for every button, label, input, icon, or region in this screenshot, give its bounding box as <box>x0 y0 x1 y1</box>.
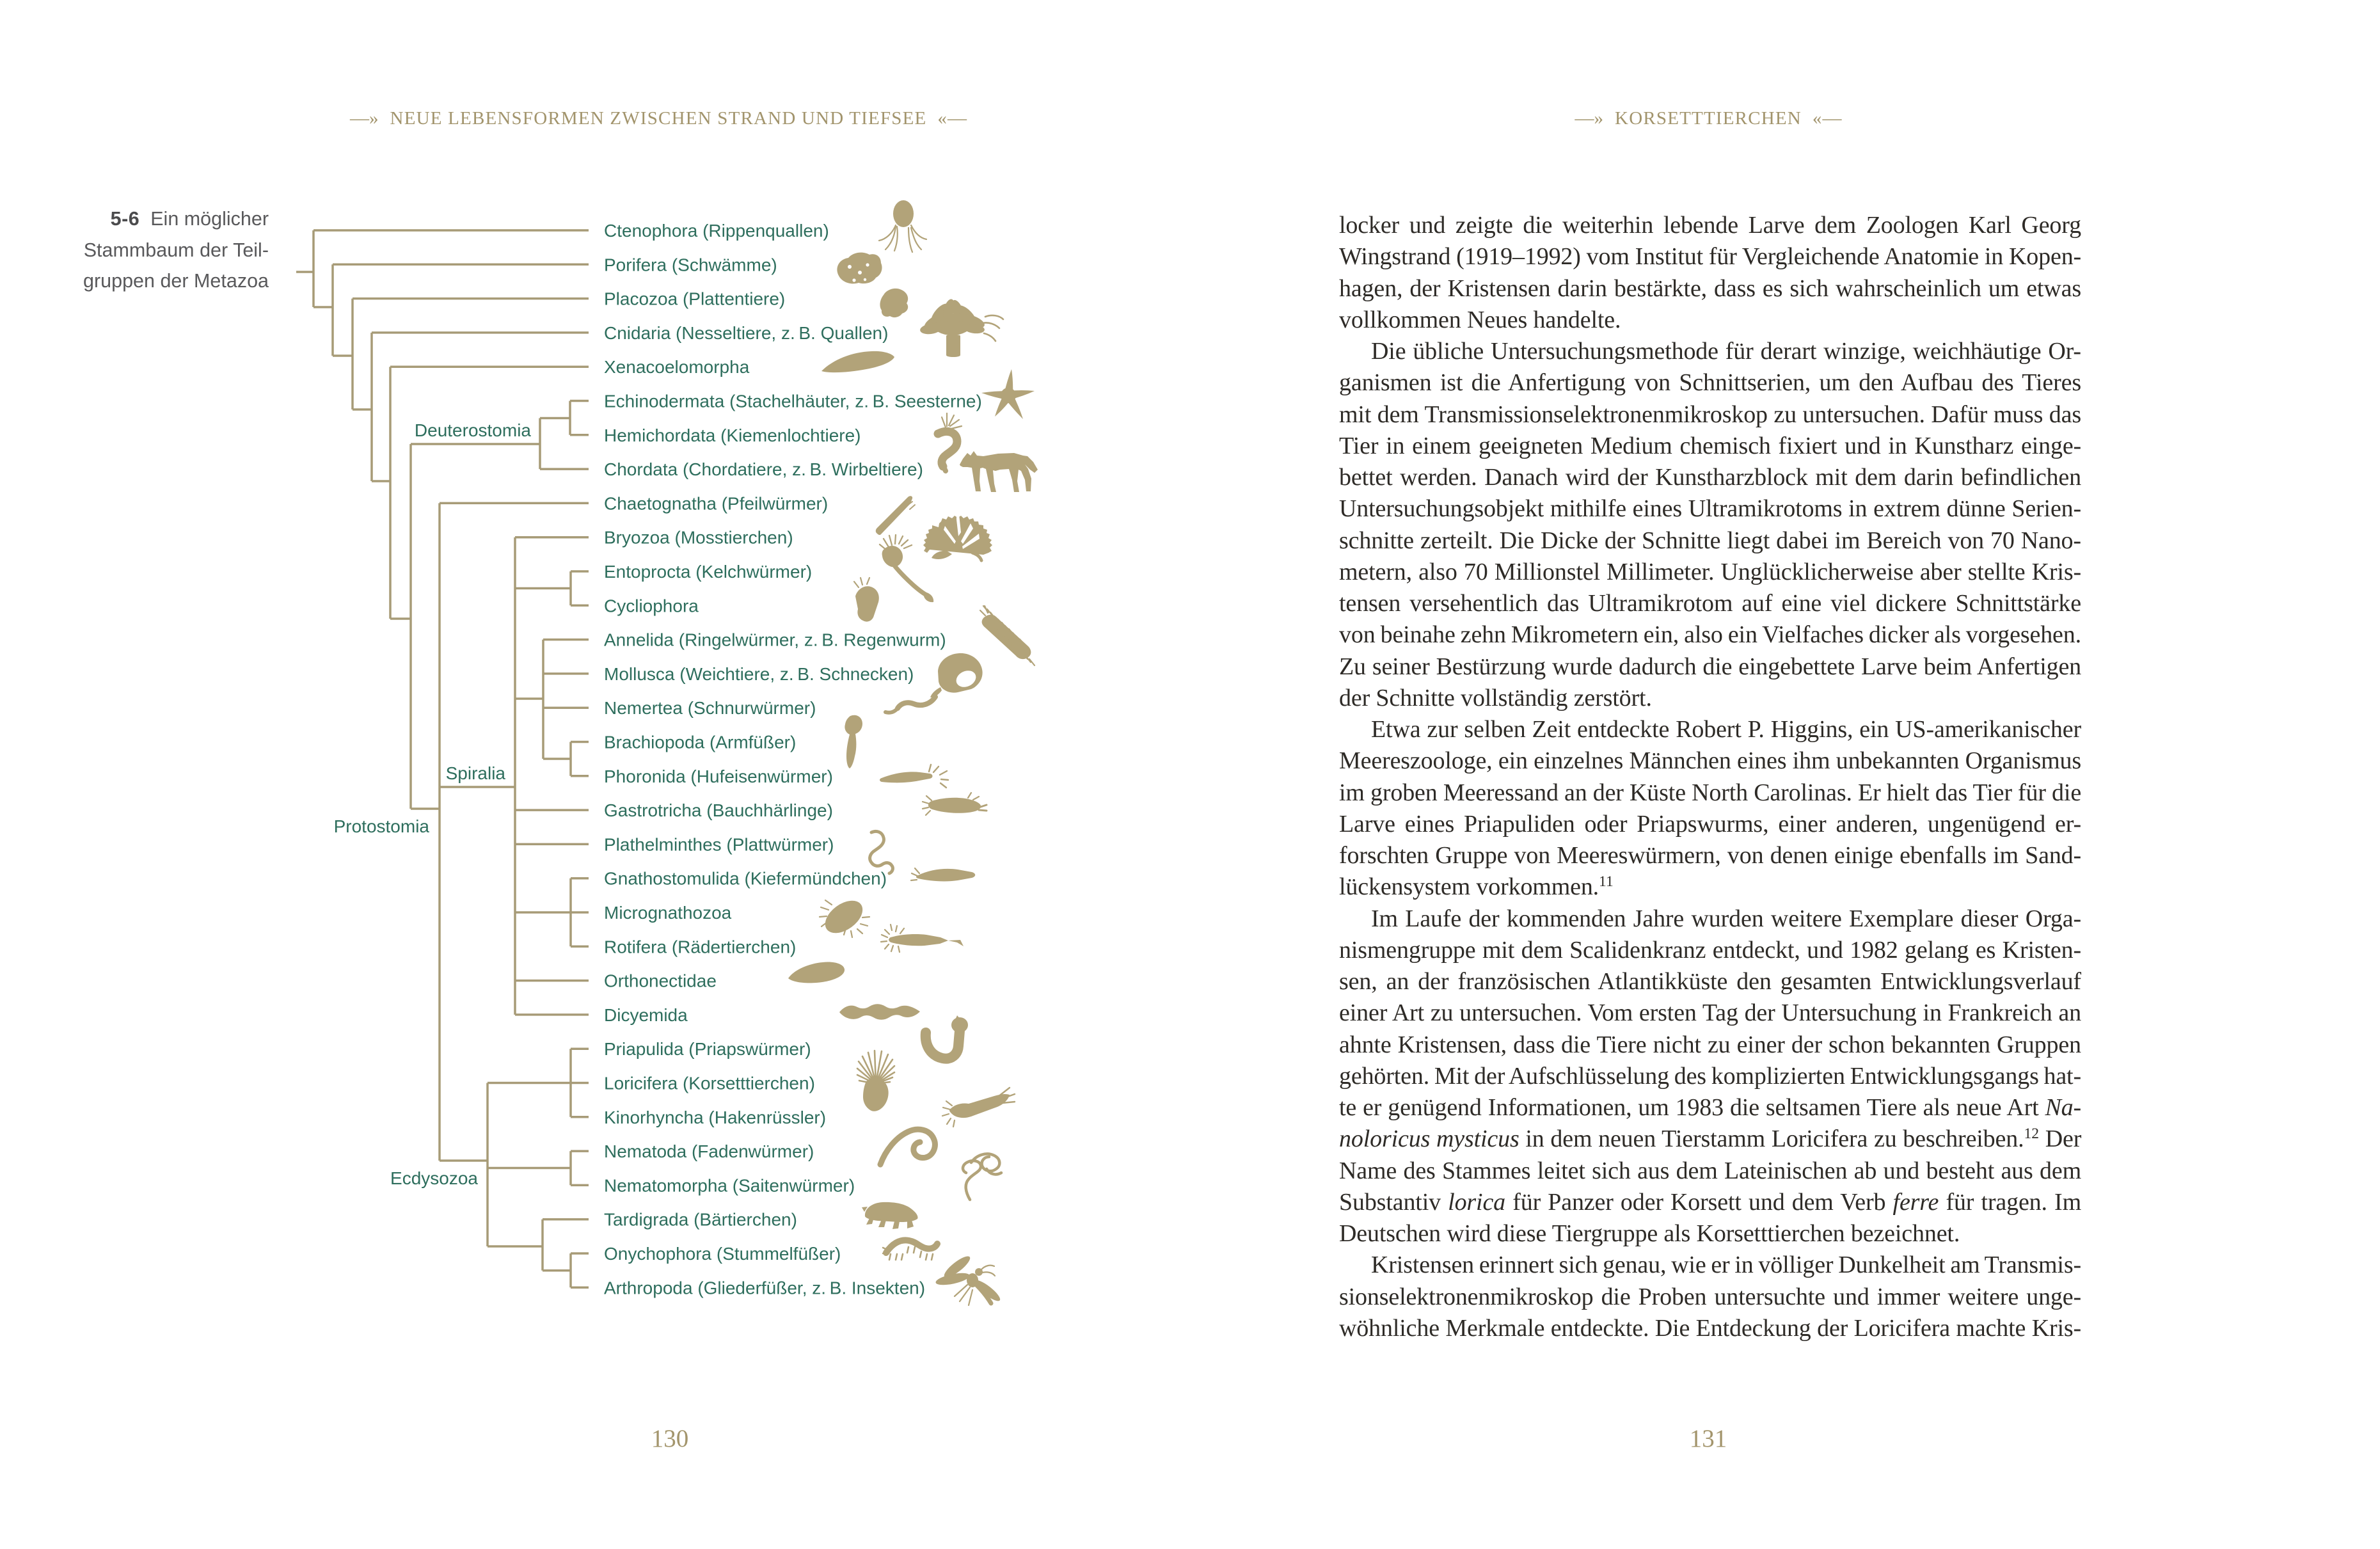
svg-text:Deuterostomia: Deuterostomia <box>415 420 532 440</box>
svg-text:Cnidaria (Nesseltiere, z. B. Q: Cnidaria (Nesseltiere, z. B. Quallen) <box>604 323 888 343</box>
svg-text:Orthonectidae: Orthonectidae <box>604 971 717 991</box>
svg-text:Ctenophora (Rippenquallen): Ctenophora (Rippenquallen) <box>604 221 829 241</box>
svg-text:Phoronida (Hufeisenwürmer): Phoronida (Hufeisenwürmer) <box>604 767 833 786</box>
svg-text:Placozoa (Plattentiere): Placozoa (Plattentiere) <box>604 289 785 309</box>
svg-text:Micrognathozoa: Micrognathozoa <box>604 903 732 923</box>
svg-text:Dicyemida: Dicyemida <box>604 1005 688 1025</box>
svg-text:Ecdysozoa: Ecdysozoa <box>390 1168 478 1188</box>
svg-text:Annelida (Ringelwürmer, z. B.: Annelida (Ringelwürmer, z. B. Regenwurm) <box>604 630 946 650</box>
svg-text:Entoprocta (Kelchwürmer): Entoprocta (Kelchwürmer) <box>604 562 812 582</box>
svg-text:Tardigrada (Bärtierchen): Tardigrada (Bärtierchen) <box>604 1210 797 1230</box>
svg-text:Chaetognatha (Pfeilwürmer): Chaetognatha (Pfeilwürmer) <box>604 493 828 513</box>
svg-text:Nematoda (Fadenwürmer): Nematoda (Fadenwürmer) <box>604 1141 814 1161</box>
svg-text:Brachiopoda (Armfüßer): Brachiopoda (Armfüßer) <box>604 733 796 752</box>
svg-text:Gnathostomulida (Kiefermündche: Gnathostomulida (Kiefermündchen) <box>604 869 887 889</box>
svg-text:Protostomia: Protostomia <box>334 816 430 836</box>
svg-text:Nemertea (Schnurwürmer): Nemertea (Schnurwürmer) <box>604 698 816 718</box>
svg-text:Gastrotricha (Bauchhärlinge): Gastrotricha (Bauchhärlinge) <box>604 800 833 820</box>
svg-text:Hemichordata (Kiemenlochtiere): Hemichordata (Kiemenlochtiere) <box>604 425 861 445</box>
svg-text:Bryozoa (Mosstierchen): Bryozoa (Mosstierchen) <box>604 528 793 548</box>
svg-text:Porifera (Schwämme): Porifera (Schwämme) <box>604 255 777 274</box>
svg-text:Kinorhyncha (Hakenrüssler): Kinorhyncha (Hakenrüssler) <box>604 1108 826 1127</box>
svg-text:Rotifera (Rädertierchen): Rotifera (Rädertierchen) <box>604 937 796 957</box>
svg-text:Plathelminthes (Plattwürmer): Plathelminthes (Plattwürmer) <box>604 834 834 854</box>
svg-text:Chordata (Chordatiere, z. B. W: Chordata (Chordatiere, z. B. Wirbeltiere… <box>604 459 923 479</box>
svg-text:Mollusca (Weichtiere, z. B. Sc: Mollusca (Weichtiere, z. B. Schnecken) <box>604 664 914 684</box>
svg-text:Loricifera (Korsetttierchen): Loricifera (Korsetttierchen) <box>604 1074 815 1093</box>
svg-text:Onychophora (Stummelfüßer): Onychophora (Stummelfüßer) <box>604 1244 841 1264</box>
svg-text:Echinodermata (Stachelhäuter,: Echinodermata (Stachelhäuter, z. B. Sees… <box>604 392 982 411</box>
svg-text:Cycliophora: Cycliophora <box>604 596 699 616</box>
svg-text:Priapulida (Priapswürmer): Priapulida (Priapswürmer) <box>604 1039 811 1059</box>
svg-text:Spiralia: Spiralia <box>446 763 506 783</box>
svg-text:Xenacoelomorpha: Xenacoelomorpha <box>604 357 750 377</box>
svg-text:Arthropoda (Gliederfüßer, z. B: Arthropoda (Gliederfüßer, z. B. Insekten… <box>604 1278 925 1298</box>
svg-text:Nematomorpha (Saitenwürmer): Nematomorpha (Saitenwürmer) <box>604 1175 855 1195</box>
